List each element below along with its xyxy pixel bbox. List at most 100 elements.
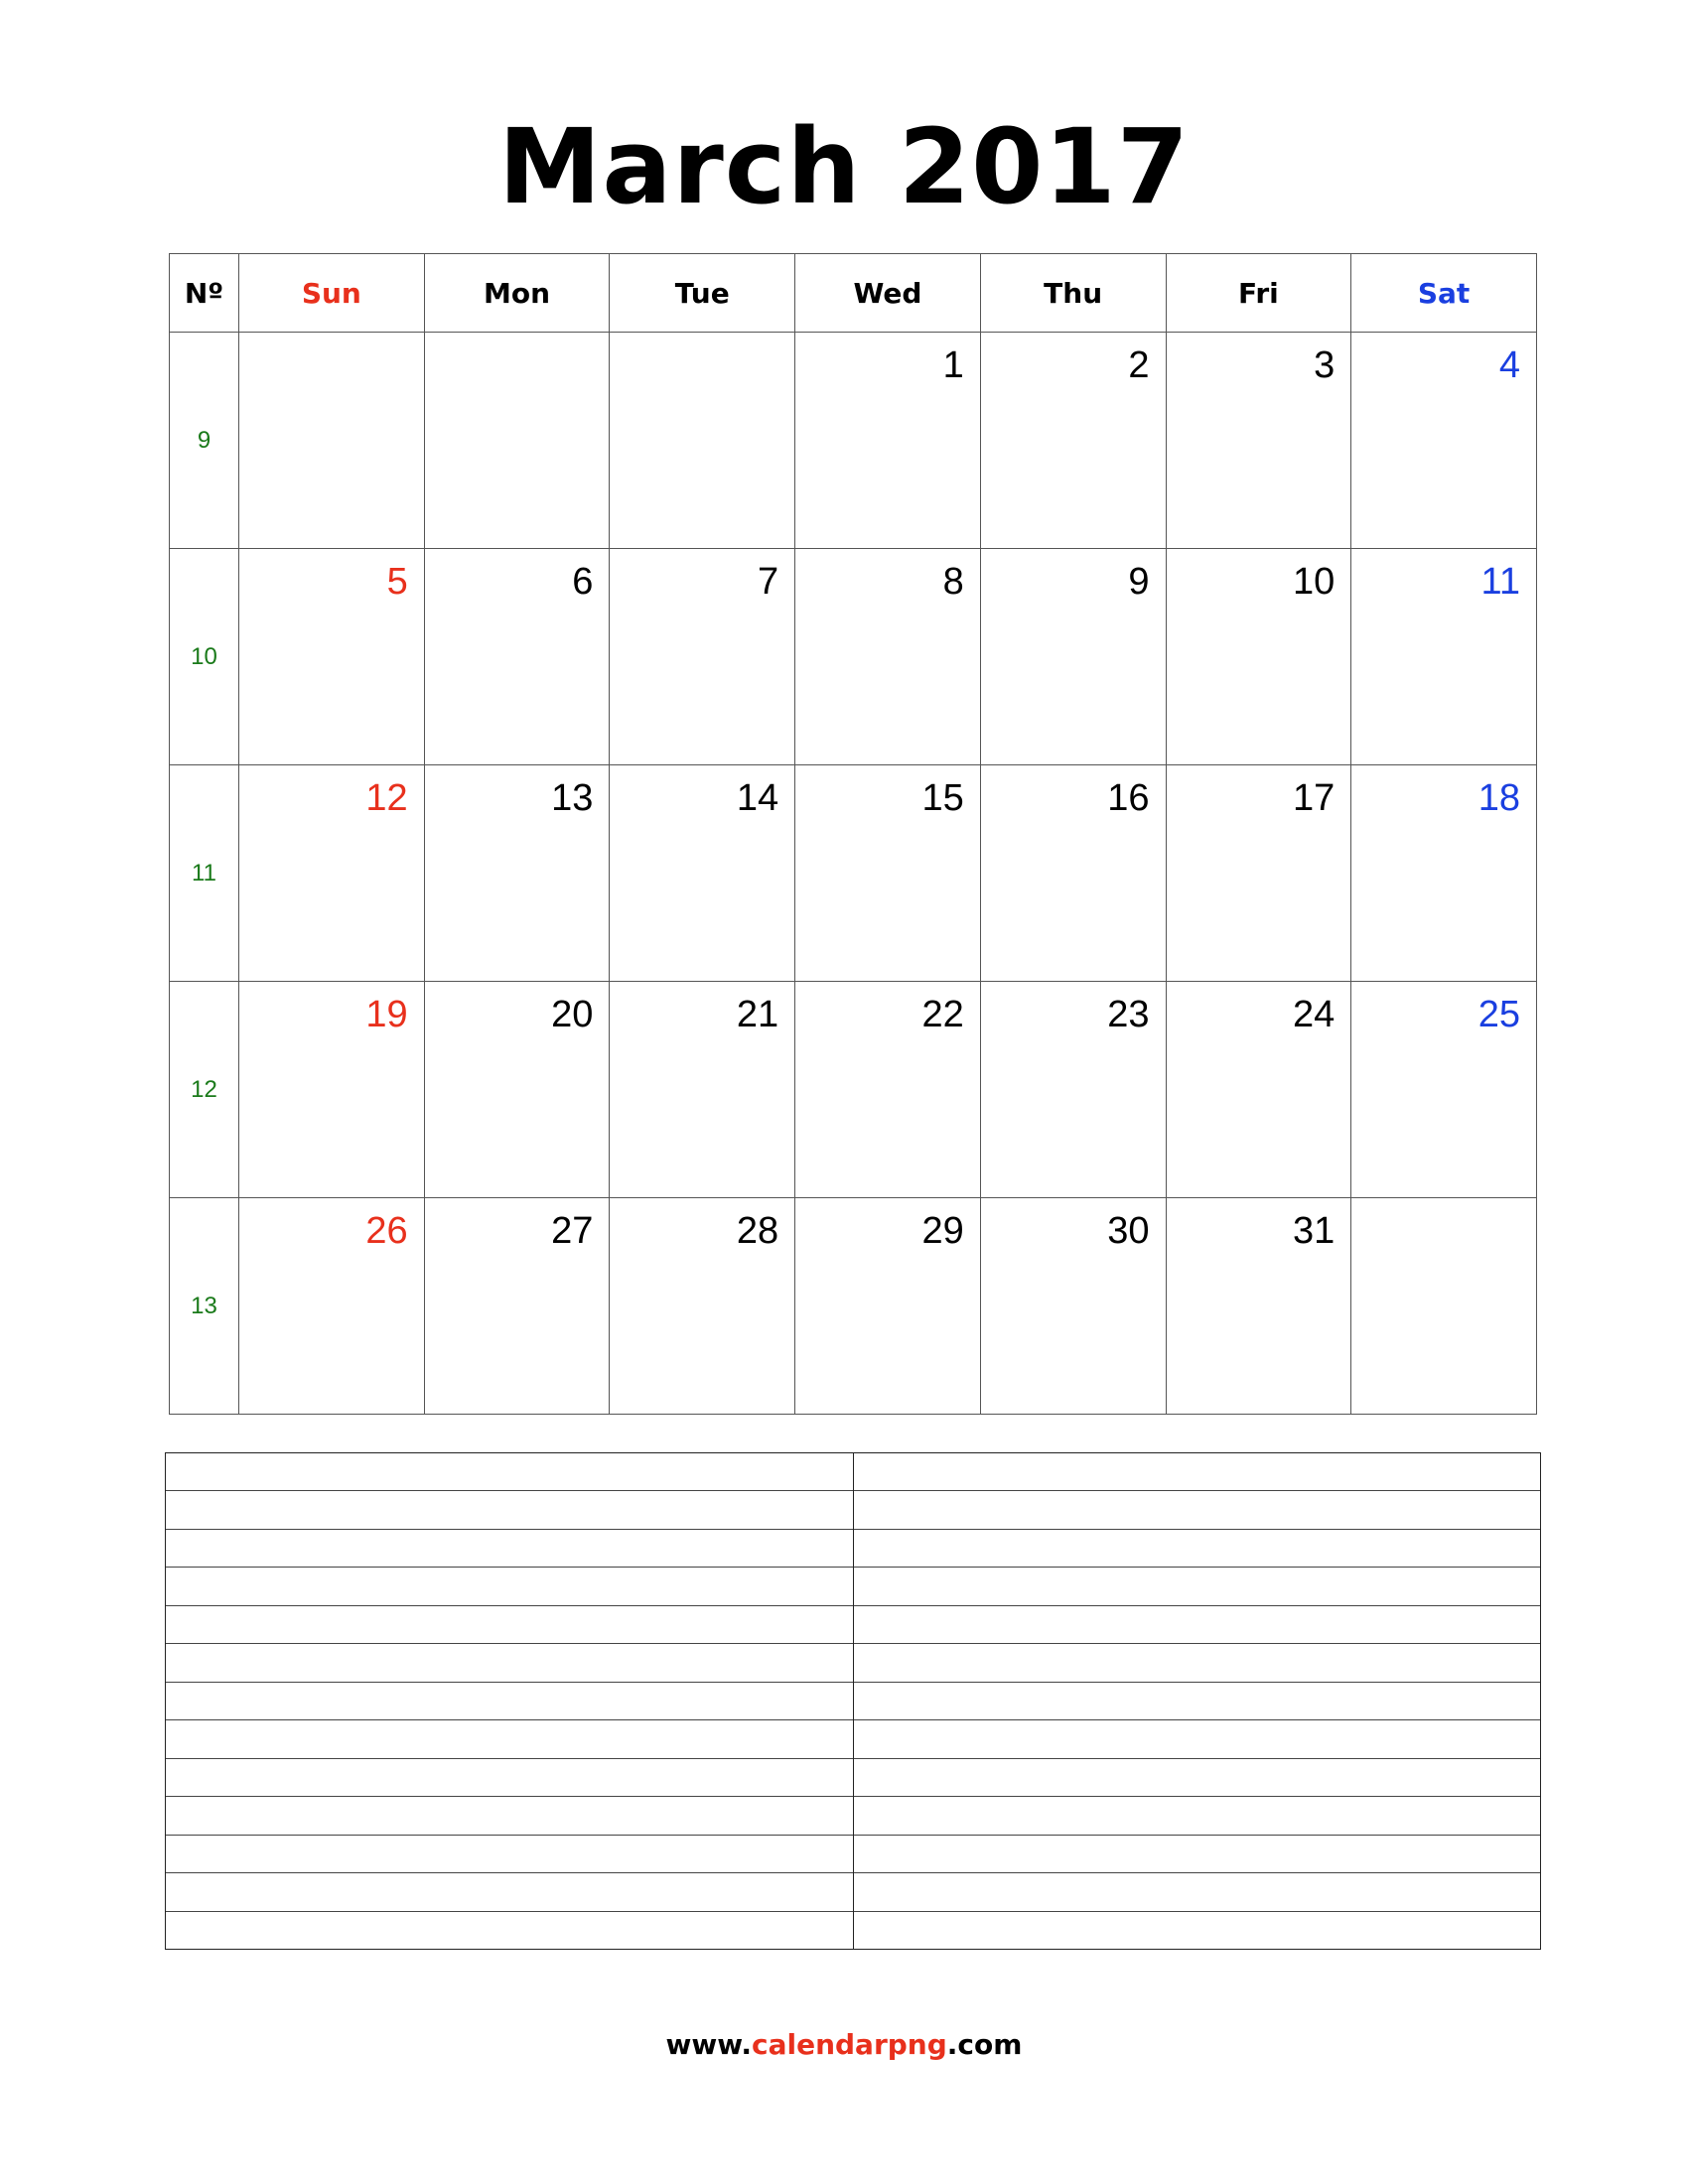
note-line[interactable] [166, 1836, 853, 1874]
week-number: 11 [169, 764, 239, 982]
note-line[interactable] [853, 1644, 1540, 1683]
day-number: 30 [1107, 1210, 1150, 1252]
day-cell: 31 [1165, 1197, 1352, 1415]
day-cell: 9 [979, 548, 1167, 765]
day-cell: 21 [609, 981, 796, 1198]
header-mon: Mon [423, 253, 611, 333]
week-row: 9 1 2 3 4 [169, 332, 1537, 549]
day-number: 17 [1292, 777, 1336, 819]
header-tue: Tue [609, 253, 796, 333]
day-number: 24 [1292, 994, 1336, 1035]
note-line[interactable] [166, 1797, 853, 1836]
day-cell: 25 [1350, 981, 1537, 1198]
day-number: 8 [942, 561, 964, 603]
note-line[interactable] [166, 1568, 853, 1606]
day-cell: 16 [979, 764, 1167, 982]
week-number: 12 [169, 981, 239, 1198]
day-number: 21 [736, 994, 779, 1035]
note-line[interactable] [166, 1720, 853, 1759]
day-cell: 24 [1165, 981, 1352, 1198]
day-cell: 2 [979, 332, 1167, 549]
day-cell [238, 332, 425, 549]
note-line[interactable] [166, 1912, 853, 1949]
week-row: 12 19 20 21 22 23 24 25 [169, 981, 1537, 1198]
day-cell [609, 332, 796, 549]
day-cell: 19 [238, 981, 425, 1198]
day-number: 20 [551, 994, 594, 1035]
day-number: 18 [1477, 777, 1520, 819]
day-cell: 12 [238, 764, 425, 982]
day-cell: 13 [423, 764, 611, 982]
day-number: 1 [942, 344, 964, 386]
day-number: 25 [1477, 994, 1520, 1035]
note-line[interactable] [166, 1491, 853, 1530]
note-line[interactable] [166, 1873, 853, 1912]
week-number: 9 [169, 332, 239, 549]
note-line[interactable] [166, 1683, 853, 1721]
day-cell: 22 [794, 981, 981, 1198]
day-number: 22 [921, 994, 964, 1035]
note-line[interactable] [853, 1836, 1540, 1874]
note-line[interactable] [166, 1644, 853, 1683]
day-cell: 11 [1350, 548, 1537, 765]
day-number: 5 [386, 561, 408, 603]
note-line[interactable] [853, 1491, 1540, 1530]
day-number: 2 [1128, 344, 1150, 386]
notes-column-left [166, 1453, 853, 1949]
day-cell: 30 [979, 1197, 1167, 1415]
day-cell: 7 [609, 548, 796, 765]
day-cell: 15 [794, 764, 981, 982]
header-sun: Sun [238, 253, 425, 333]
calendar-title: March 2017 [497, 106, 1191, 227]
day-number: 10 [1292, 561, 1336, 603]
week-row: 13 26 27 28 29 30 31 [169, 1197, 1537, 1415]
note-line[interactable] [853, 1873, 1540, 1912]
note-line[interactable] [853, 1568, 1540, 1606]
day-cell [423, 332, 611, 549]
note-line[interactable] [853, 1683, 1540, 1721]
day-cell: 20 [423, 981, 611, 1198]
note-line[interactable] [853, 1606, 1540, 1645]
note-line[interactable] [853, 1797, 1540, 1836]
note-line[interactable] [166, 1759, 853, 1798]
day-cell: 27 [423, 1197, 611, 1415]
header-sat: Sat [1350, 253, 1537, 333]
day-number: 28 [736, 1210, 779, 1252]
header-wed: Wed [794, 253, 981, 333]
note-line[interactable] [854, 1912, 1541, 1949]
notes-area [165, 1452, 1541, 1950]
day-number: 3 [1314, 344, 1336, 386]
day-cell: 8 [794, 548, 981, 765]
note-line[interactable] [853, 1530, 1540, 1569]
day-number: 14 [736, 777, 779, 819]
month-grid: Nº Sun Mon Tue Wed Thu Fri Sat 9 1 2 3 4… [169, 253, 1537, 1415]
note-line[interactable] [166, 1530, 853, 1569]
day-cell: 23 [979, 981, 1167, 1198]
note-line[interactable] [166, 1606, 853, 1645]
day-cell: 1 [794, 332, 981, 549]
note-line[interactable] [166, 1453, 853, 1492]
note-line[interactable] [853, 1453, 1540, 1492]
day-cell: 26 [238, 1197, 425, 1415]
day-cell: 5 [238, 548, 425, 765]
day-number: 4 [1498, 344, 1520, 386]
day-number: 7 [757, 561, 779, 603]
day-number: 15 [921, 777, 964, 819]
note-line[interactable] [853, 1720, 1540, 1759]
day-number: 16 [1107, 777, 1150, 819]
day-cell: 18 [1350, 764, 1537, 982]
note-line[interactable] [853, 1759, 1540, 1798]
footer-url-brand: calendarpng [752, 2028, 947, 2061]
day-number: 13 [551, 777, 594, 819]
header-thu: Thu [979, 253, 1167, 333]
footer-url[interactable]: www.calendarpng.com [0, 2025, 1688, 2065]
week-number: 10 [169, 548, 239, 765]
day-number: 6 [572, 561, 594, 603]
day-cell: 10 [1165, 548, 1352, 765]
day-cell: 29 [794, 1197, 981, 1415]
day-cell: 17 [1165, 764, 1352, 982]
week-number: 13 [169, 1197, 239, 1415]
day-number: 23 [1107, 994, 1150, 1035]
day-number: 26 [365, 1210, 408, 1252]
day-number: 27 [551, 1210, 594, 1252]
